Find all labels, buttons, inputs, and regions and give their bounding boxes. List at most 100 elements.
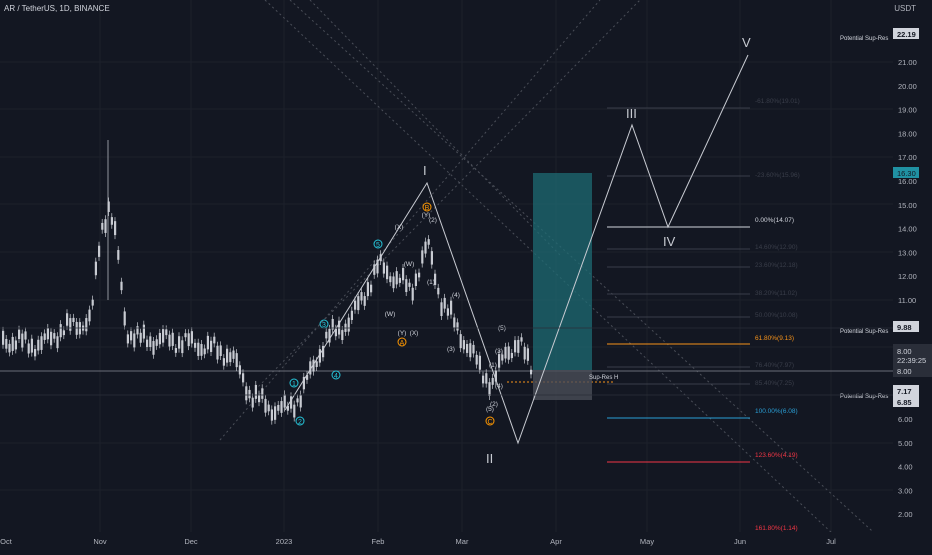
- candle-body: [62, 330, 65, 336]
- price-tick: 17.00: [898, 153, 917, 162]
- candle-body: [2, 330, 5, 345]
- candle-body: [443, 297, 446, 309]
- candle-body: [101, 222, 104, 230]
- candle-body: [501, 354, 504, 361]
- candle-body: [370, 284, 373, 293]
- candle-body: [120, 281, 123, 291]
- candle-body: [520, 337, 523, 342]
- candle-body: [107, 201, 110, 212]
- candle-body: [402, 268, 405, 281]
- candle-body: [466, 343, 469, 353]
- candle-body: [229, 352, 232, 363]
- candle-body: [37, 339, 40, 351]
- candle-body: [149, 336, 152, 347]
- candle-body: [56, 336, 59, 349]
- candle-body: [427, 239, 430, 245]
- candle-body: [206, 335, 209, 350]
- stop-zone[interactable]: [533, 370, 592, 400]
- candle-body: [418, 272, 421, 278]
- wave-label-w2: (W): [385, 311, 395, 318]
- price-label-cur-2: 22:39:25: [897, 356, 926, 365]
- fib-label-5: 23.60%(12.18): [755, 262, 798, 269]
- candle-body: [312, 359, 315, 372]
- candle-body: [21, 333, 24, 348]
- candle-body: [507, 346, 510, 360]
- price-axis[interactable]: 21.00 20.00 19.00 18.00 17.00 16.00 15.00 14.00…: [893, 0, 932, 550]
- candle-body: [59, 324, 62, 338]
- price-tick: 6.00: [898, 415, 913, 424]
- candles: [2, 140, 533, 425]
- wave-label-5b: (5): [486, 406, 494, 413]
- candle-body: [146, 339, 149, 348]
- candle-body: [280, 401, 283, 413]
- wave-label-4: (4): [452, 292, 460, 299]
- candle-body: [251, 397, 254, 408]
- candle-body: [248, 389, 251, 399]
- candle-body: [222, 358, 225, 366]
- price-label-cur-3: 8.00: [897, 367, 912, 376]
- candle-body: [210, 340, 213, 352]
- fib-label-13: 161.80%(1.14): [755, 525, 798, 532]
- price-tick: 2.00: [898, 510, 913, 519]
- candle-body: [354, 300, 357, 310]
- wave-label-3: (3): [447, 346, 455, 353]
- fib-label-3: 0.00%(14.07): [755, 217, 794, 224]
- candle-body: [152, 341, 155, 355]
- wave-ii-label: II: [486, 451, 493, 466]
- candle-body: [440, 302, 443, 317]
- candle-body: [200, 344, 203, 356]
- candle-body: [114, 221, 117, 236]
- price-tick: 14.00: [898, 225, 917, 234]
- target-zone[interactable]: [533, 173, 592, 370]
- candle-body: [270, 409, 273, 421]
- fib-label-7: 50.00%(10.08): [755, 312, 798, 319]
- candle-body: [5, 338, 8, 349]
- candle-body: [219, 345, 222, 357]
- wave-label-x1: (X): [395, 224, 404, 231]
- candle-body: [267, 404, 270, 412]
- fib-label-11: 100.00%(6.08): [755, 408, 798, 415]
- candle-body: [424, 241, 427, 254]
- fib-labels: -61.80%(19.01) -23.60%(15.96) 0.00%(14.0…: [755, 98, 800, 532]
- candle-body: [165, 329, 168, 336]
- candle-body: [453, 317, 456, 328]
- sup-res-label-2: Potential Sup-Res: [840, 329, 888, 335]
- time-axis[interactable]: Oct Nov Dec 2023 Feb Mar Apr May Jun Jul: [0, 532, 893, 550]
- candle-body: [133, 333, 136, 348]
- candle-body: [178, 336, 181, 349]
- candle-body: [8, 343, 11, 353]
- candle-body: [14, 340, 17, 350]
- candle-body: [242, 373, 245, 383]
- time-tick-mar: Mar: [456, 537, 469, 546]
- candle-body: [226, 348, 229, 363]
- candle-body: [88, 309, 91, 322]
- candle-body: [184, 333, 187, 338]
- candle-body: [398, 277, 401, 283]
- candle-body: [277, 404, 280, 411]
- wave-label-w1: (W): [404, 261, 414, 268]
- fib-label-2: -23.60%(15.96): [755, 172, 800, 179]
- candle-body: [11, 336, 14, 351]
- candle-body: [142, 324, 145, 339]
- candle-body: [18, 329, 21, 340]
- candle-body: [478, 355, 481, 370]
- price-label-b: 7.17: [897, 387, 912, 396]
- wave-label-y1: (Y): [398, 330, 407, 337]
- fib-label-9: 76.40%(7.97): [755, 362, 794, 369]
- wave-label-4b: (4): [495, 383, 503, 390]
- major-wave-labels: I II III IV V: [423, 35, 751, 466]
- candle-body: [472, 344, 475, 354]
- candle-body: [293, 404, 296, 418]
- candle-body: [526, 348, 529, 361]
- candle-body: [187, 333, 190, 347]
- candle-body: [491, 377, 494, 385]
- wave-label-x2: (X): [410, 330, 419, 337]
- candle-body: [517, 339, 520, 353]
- candle-body: [530, 369, 533, 375]
- candle-body: [363, 296, 366, 306]
- candle-body: [421, 250, 424, 264]
- candle-body: [331, 318, 334, 330]
- candle-body: [306, 375, 309, 380]
